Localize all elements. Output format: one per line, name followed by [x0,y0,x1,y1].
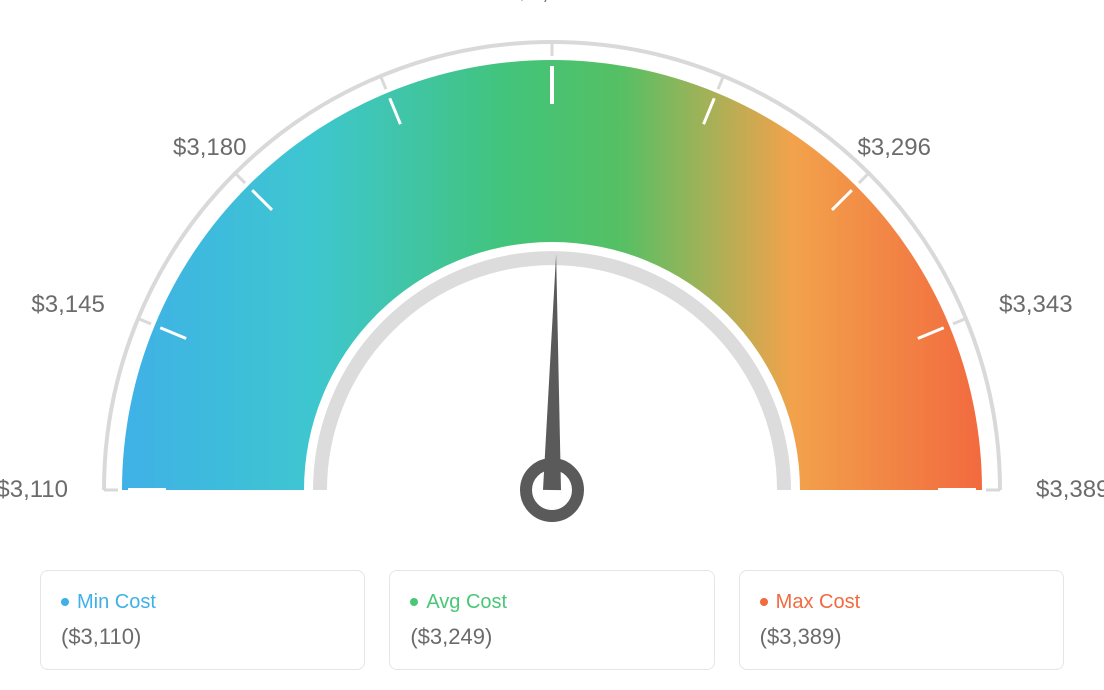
gauge-tick-label: $3,389 [1036,476,1104,504]
legend-value-avg: ($3,249) [410,624,693,650]
legend-card-min: Min Cost ($3,110) [40,570,365,670]
gauge-tick-label: $3,180 [173,134,246,162]
legend-label: Avg Cost [426,591,507,614]
legend-title-avg: Avg Cost [410,591,693,614]
gauge-svg [52,20,1052,550]
legend-label: Min Cost [77,591,156,614]
gauge-chart: $3,110$3,145$3,180$3,249$3,296$3,343$3,3… [52,20,1052,550]
dot-icon [410,598,418,606]
dot-icon [760,598,768,606]
gauge-tick-label: $3,296 [858,134,931,162]
gauge-tick-label: $3,110 [0,476,68,504]
legend-value-min: ($3,110) [61,624,344,650]
gauge-tick-label: $3,249 [515,0,588,6]
gauge-tick-label: $3,145 [31,291,104,319]
legend-title-max: Max Cost [760,591,1043,614]
gauge-tick-label: $3,343 [999,291,1072,319]
legend-label: Max Cost [776,591,860,614]
legend-row: Min Cost ($3,110) Avg Cost ($3,249) Max … [40,570,1064,670]
legend-value-max: ($3,389) [760,624,1043,650]
dot-icon [61,598,69,606]
legend-title-min: Min Cost [61,591,344,614]
legend-card-max: Max Cost ($3,389) [739,570,1064,670]
legend-card-avg: Avg Cost ($3,249) [389,570,714,670]
